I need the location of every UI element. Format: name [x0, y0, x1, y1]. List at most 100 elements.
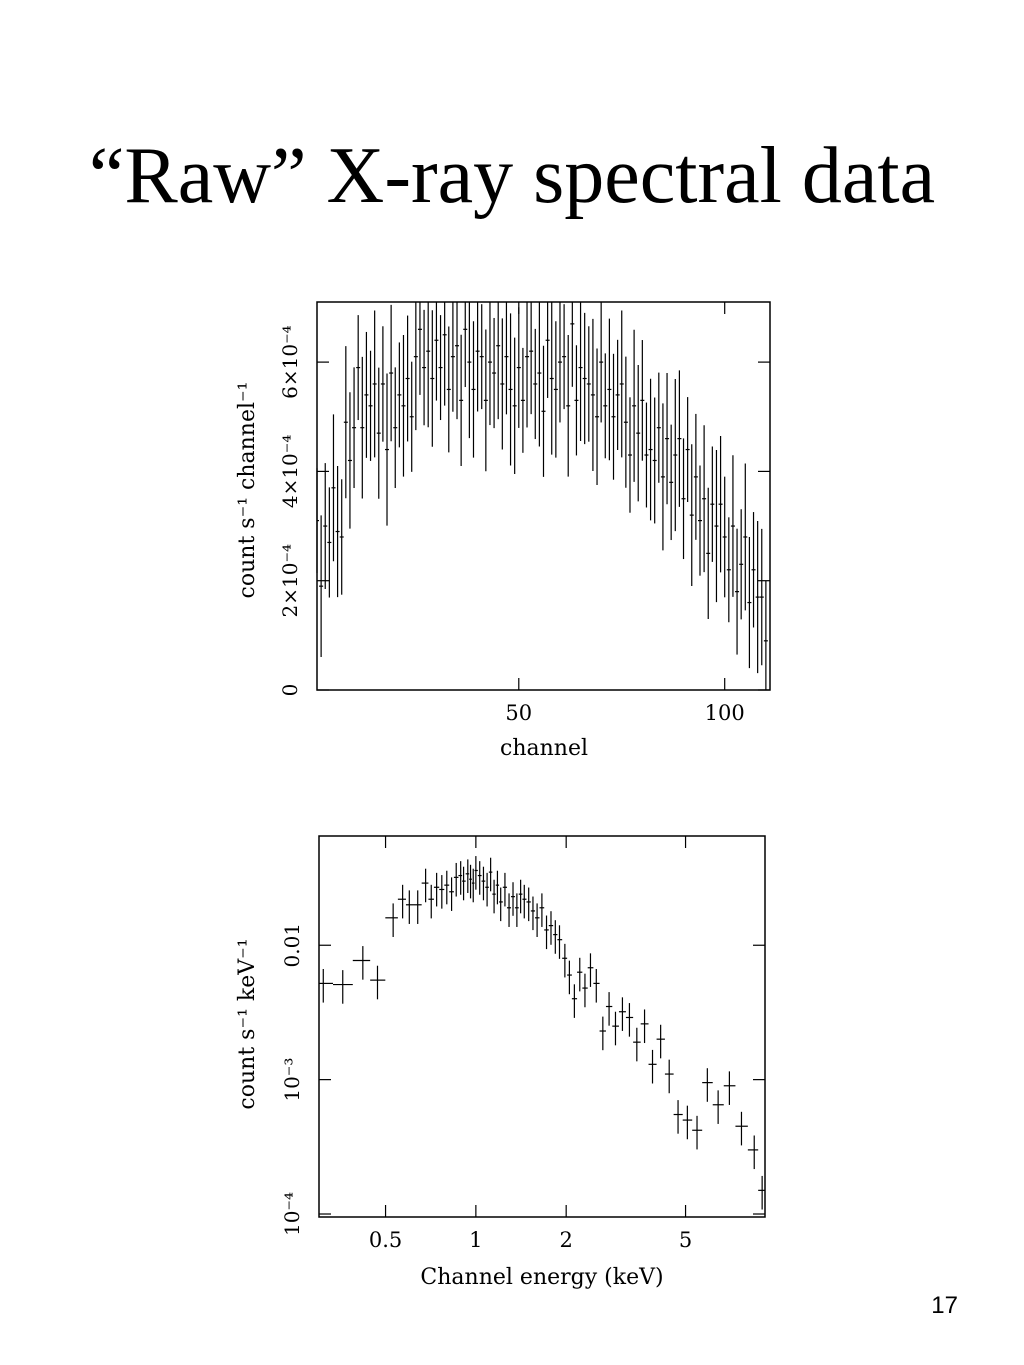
- data-point: [758, 1175, 765, 1210]
- data-point: [500, 318, 505, 450]
- data-point: [710, 446, 715, 562]
- data-point: [545, 302, 550, 398]
- data-point: [570, 302, 575, 387]
- data-point: [562, 943, 568, 978]
- data-point: [347, 392, 352, 529]
- data-point: [599, 302, 604, 423]
- data-point: [511, 882, 515, 916]
- data-point: [665, 373, 670, 505]
- data-point: [759, 528, 764, 666]
- data-point: [352, 946, 371, 980]
- data-point: [389, 304, 394, 442]
- y-tick-label: 4×10⁻⁴: [278, 435, 302, 509]
- data-point: [333, 970, 353, 1004]
- data-point: [469, 864, 472, 899]
- data-point: [492, 317, 497, 429]
- x-tick-label: 5: [679, 1228, 692, 1252]
- data-point: [504, 302, 509, 415]
- data-point: [506, 893, 512, 927]
- data-point: [438, 315, 443, 421]
- data-point: [633, 1027, 641, 1062]
- x-tick-label: 50: [505, 701, 532, 725]
- data-point: [475, 302, 480, 412]
- data-point: [544, 915, 549, 950]
- data-point: [539, 893, 545, 927]
- data-point: [718, 435, 723, 573]
- data-point: [743, 463, 748, 611]
- data-point: [471, 321, 476, 458]
- data-point: [644, 402, 649, 508]
- data-point: [453, 862, 459, 897]
- data-point: [520, 347, 525, 453]
- data-point: [488, 857, 493, 892]
- data-point: [516, 307, 521, 428]
- data-point: [401, 335, 406, 477]
- data-point: [636, 364, 641, 502]
- data-point: [428, 884, 434, 919]
- energy-spectrum-chart: 0.5 1 2 510⁻⁴10⁻³0.01 Channel energy (keV) …: [235, 835, 766, 1290]
- data-point: [682, 1105, 693, 1140]
- data-point: [316, 468, 319, 574]
- data-point: [548, 911, 554, 945]
- data-point: [323, 463, 328, 590]
- data-point: [502, 872, 507, 907]
- data-point: [706, 487, 711, 619]
- data-point: [714, 449, 719, 603]
- data-point: [483, 329, 488, 472]
- data-point: [567, 960, 572, 995]
- data-point: [582, 973, 588, 1008]
- data-point: [612, 1011, 619, 1046]
- data-point: [343, 346, 348, 499]
- data-point: [607, 318, 612, 461]
- data-point: [553, 920, 558, 954]
- data-point: [697, 465, 702, 576]
- data-point: [413, 890, 422, 924]
- y-tick-label: 10⁻³: [280, 1058, 304, 1102]
- y-tick-label: 0.01: [280, 923, 304, 968]
- data-point: [417, 302, 422, 395]
- data-point: [376, 367, 381, 499]
- data-point: [352, 367, 357, 489]
- data-point: [692, 1115, 703, 1150]
- data-point: [481, 866, 486, 901]
- y-axis-label: count s⁻¹ keV⁻¹: [235, 938, 260, 1109]
- data-point: [356, 315, 361, 421]
- data-point: [656, 1024, 665, 1059]
- data-point: [421, 868, 429, 903]
- data-point: [640, 340, 645, 461]
- data-point: [669, 424, 674, 541]
- data-point: [433, 872, 440, 907]
- data-point: [331, 414, 336, 562]
- data-point: [615, 339, 620, 450]
- data-point: [712, 1090, 724, 1124]
- y-tick-label: 6×10⁻⁴: [278, 325, 302, 399]
- page-number: 17: [931, 1292, 958, 1319]
- x-axis-label: Channel energy (keV): [420, 1265, 663, 1290]
- data-point: [434, 302, 439, 401]
- data-point: [339, 479, 344, 595]
- data-point: [535, 903, 540, 937]
- data-point: [664, 1059, 674, 1094]
- plot-frame: [318, 835, 766, 1218]
- data-point: [553, 321, 558, 458]
- data-point: [673, 378, 678, 532]
- data-point: [689, 444, 694, 586]
- data-point: [595, 348, 600, 485]
- x-tick-label: 1: [469, 1228, 482, 1252]
- data-point: [471, 868, 475, 903]
- data-point: [518, 879, 523, 914]
- data-point: [590, 318, 595, 471]
- data-point: [681, 438, 686, 560]
- data-point: [442, 302, 447, 406]
- x-axis-label: channel: [500, 736, 588, 761]
- data-point: [582, 312, 587, 445]
- data-point: [648, 1049, 657, 1084]
- data-point: [385, 903, 398, 937]
- data-point: [449, 877, 454, 911]
- data-point: [463, 302, 468, 388]
- data-point: [496, 302, 501, 420]
- data-point: [397, 342, 402, 448]
- data-point: [549, 302, 554, 455]
- x-tick-label: 0.5: [369, 1228, 402, 1252]
